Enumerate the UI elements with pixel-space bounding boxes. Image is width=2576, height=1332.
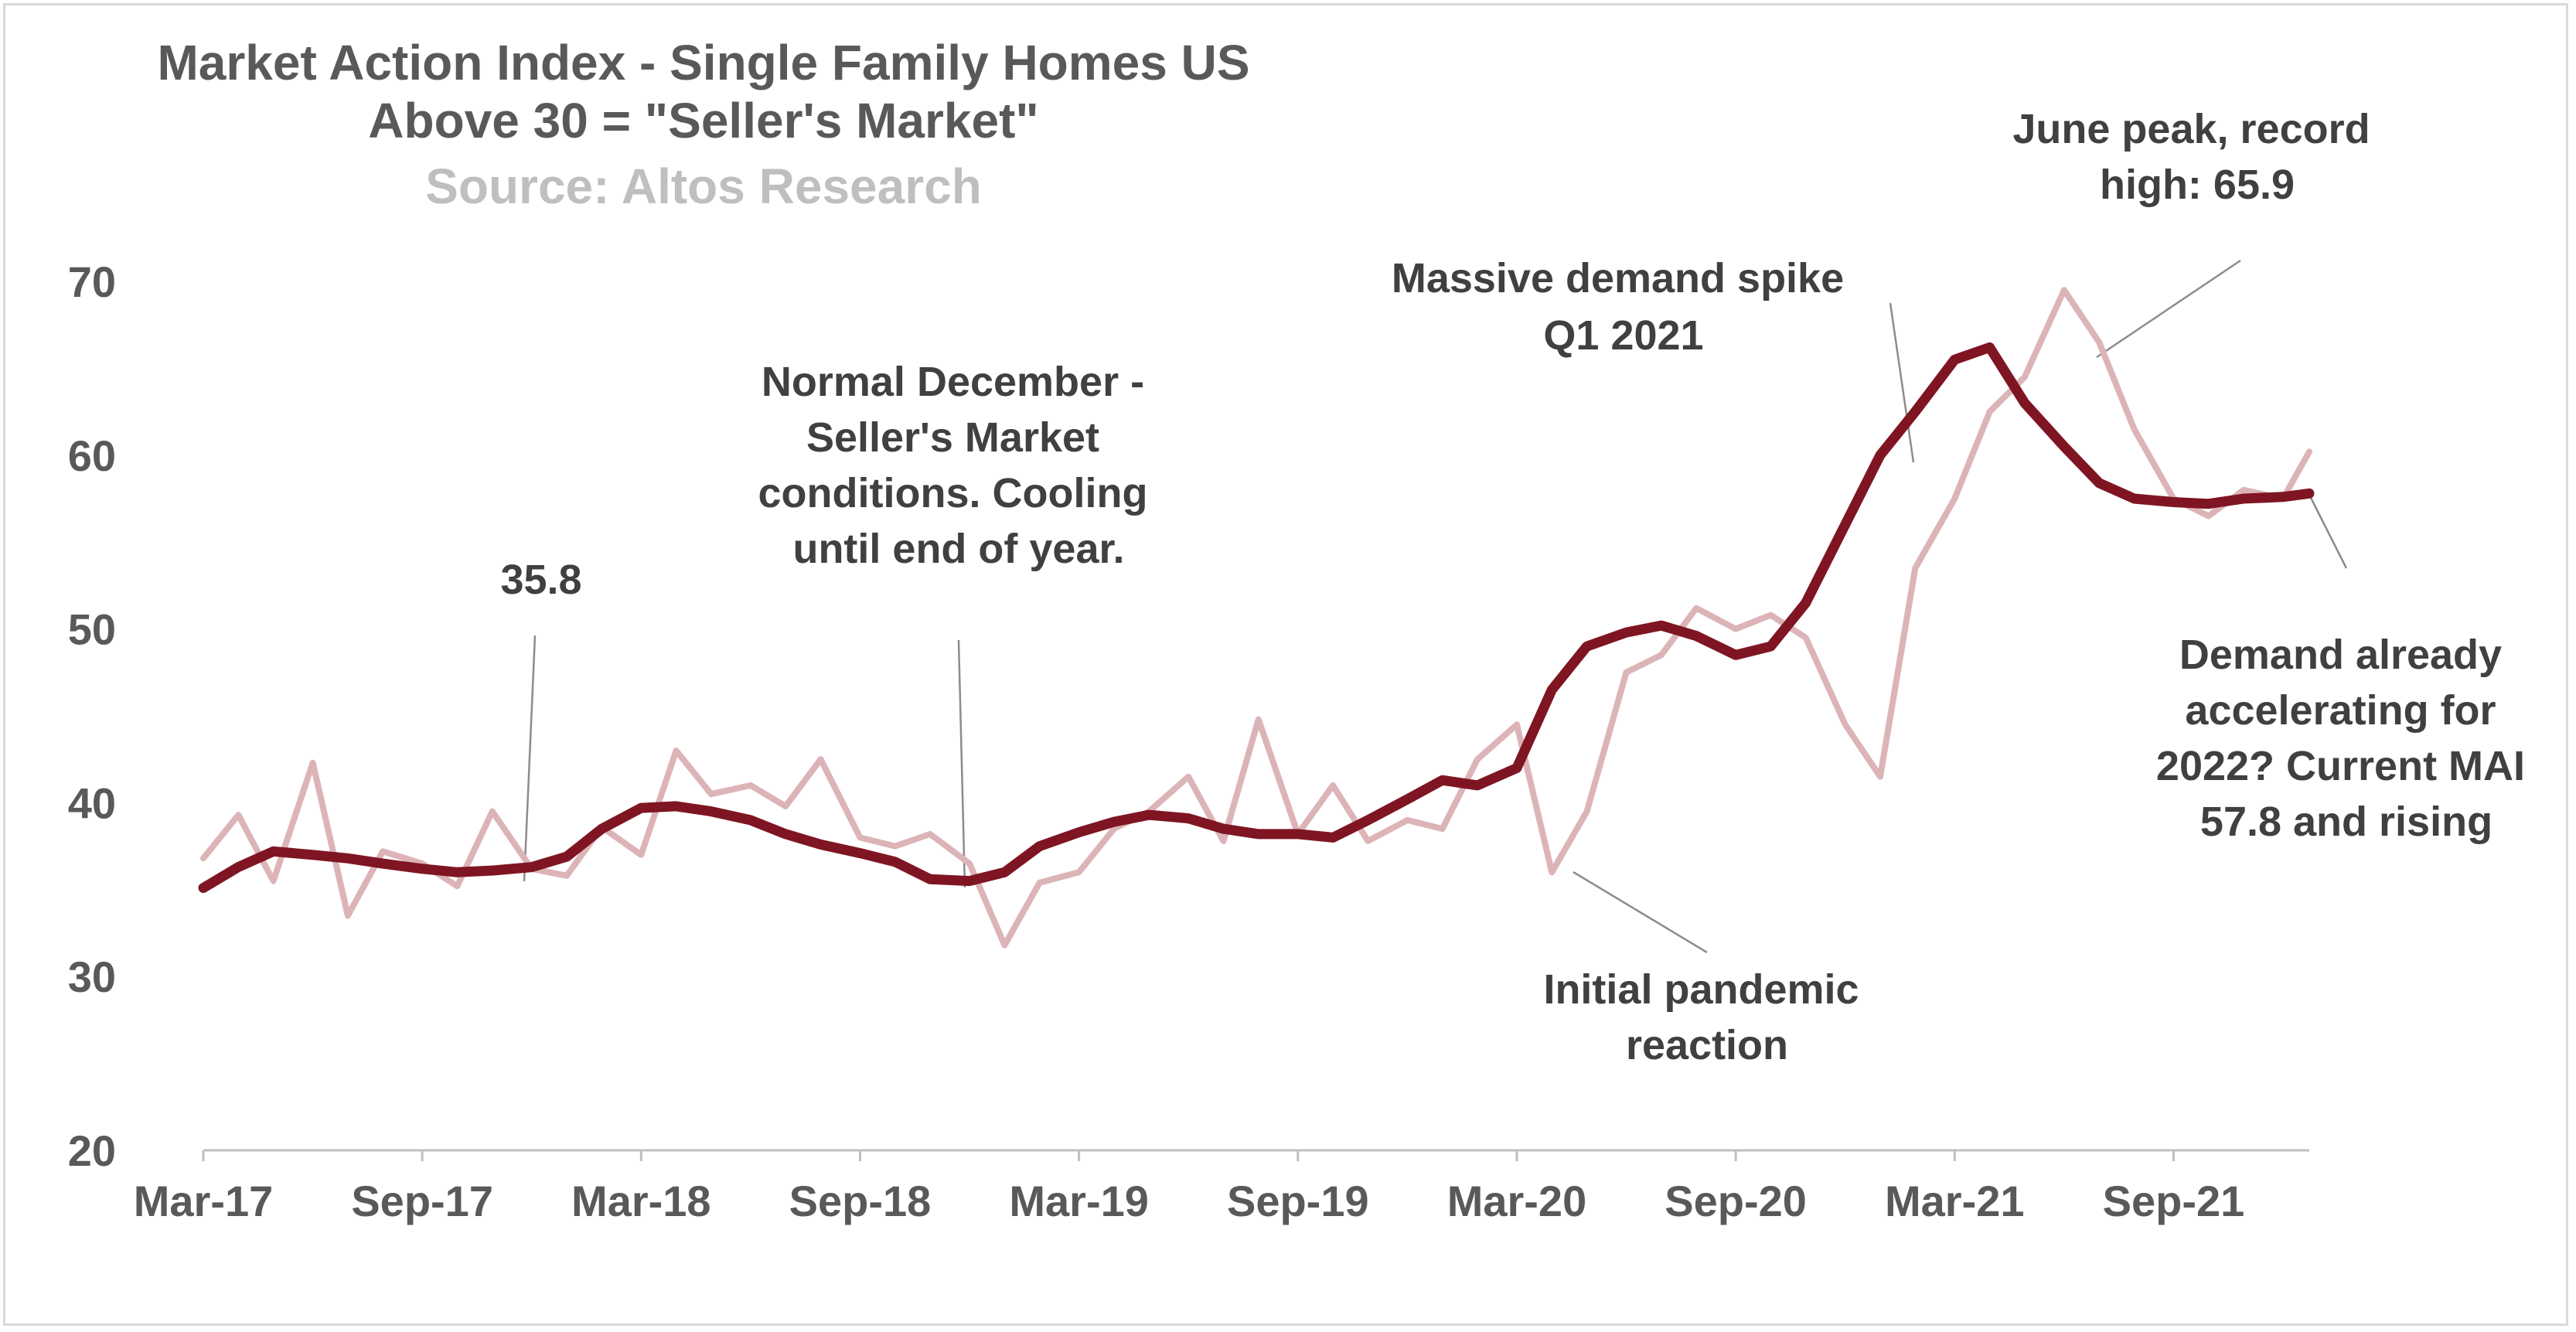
annotation-june-peak: June peak, record high: 65.9 [2012, 106, 2381, 208]
x-tick-label: Sep-17 [351, 1177, 493, 1225]
y-tick-label: 40 [68, 778, 116, 827]
y-axis-ticks: 20 30 40 50 60 70 [68, 257, 116, 1175]
leader-line-current-mai [2306, 491, 2348, 569]
y-tick-label: 50 [68, 605, 116, 654]
x-tick-label: Mar-17 [134, 1177, 274, 1225]
x-tick-label: Sep-21 [2103, 1177, 2245, 1225]
x-axis [202, 1149, 2309, 1161]
chart-source: Source: Altos Research [425, 158, 982, 214]
annotation-normal-december: Normal December - Seller's Market condit… [758, 359, 1160, 572]
y-tick-label: 30 [68, 952, 116, 1001]
annotations: 35.8 Normal December - Seller's Market c… [500, 106, 2537, 1068]
chart-title: Market Action Index - Single Family Home… [157, 35, 1249, 214]
chart-title-line: Market Action Index - Single Family Home… [157, 35, 1249, 90]
chart-frame [3, 3, 2568, 1326]
leader-line-december [957, 639, 966, 888]
series-layer [198, 287, 2315, 949]
chart-subtitle: Above 30 = "Seller's Market" [368, 93, 1038, 148]
leader-line-pandemic [1573, 870, 1708, 954]
leader-line-demand-spike [1889, 302, 1915, 463]
x-axis-ticks: Mar-17 Sep-17 Mar-18 Sep-18 Mar-19 Sep-19 Mar-… [134, 1177, 2245, 1225]
x-tick-label: Sep-19 [1227, 1177, 1369, 1225]
leader-line-june-peak [2096, 259, 2241, 359]
smoothed-series-line [198, 342, 2315, 894]
annotation-pandemic: Initial pandemic reaction [1543, 966, 1870, 1068]
annotation-demand-spike: Massive demand spike Q1 2021 [1392, 255, 1855, 359]
x-tick-label: Mar-21 [1885, 1177, 2025, 1225]
x-tick-label: Sep-18 [789, 1177, 932, 1225]
annotation-35-8: 35.8 [500, 557, 581, 603]
x-tick-label: Mar-18 [571, 1177, 711, 1225]
x-tick-label: Mar-19 [1009, 1177, 1149, 1225]
annotation-leader-lines [523, 259, 2348, 954]
leader-line-35-8 [523, 635, 537, 882]
x-tick-label: Mar-20 [1447, 1177, 1587, 1225]
y-tick-label: 60 [68, 431, 116, 480]
y-tick-label: 70 [68, 257, 116, 306]
x-tick-label: Sep-20 [1665, 1177, 1807, 1225]
y-tick-label: 20 [68, 1126, 116, 1175]
annotation-current-mai: Demand already accelerating for 2022? Cu… [2156, 632, 2537, 845]
weekly-series-line [200, 287, 2312, 949]
